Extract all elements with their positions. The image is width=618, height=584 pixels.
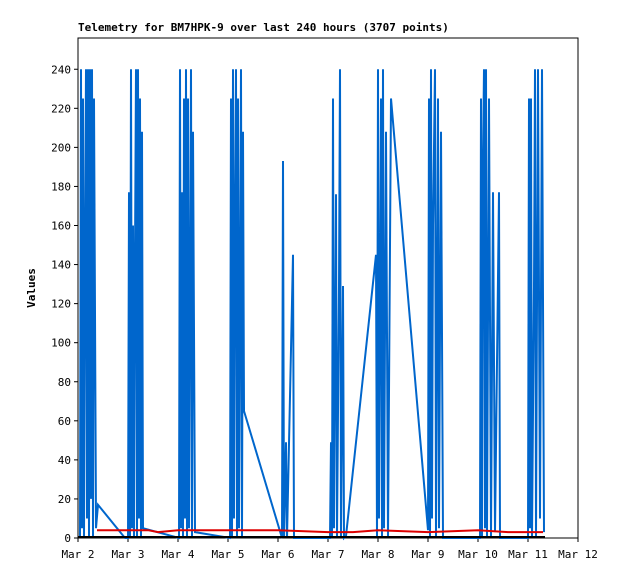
plot-frame [77,37,579,539]
x-tick-label: Mar 2 [61,548,94,561]
y-tick-label: 120 [51,298,71,311]
x-tick-label: Mar 11 [508,548,548,561]
y-axis-label: Values [25,268,38,308]
y-tick-label: 0 [64,532,71,545]
x-tick-label: Mar 6 [261,548,294,561]
y-tick-label: 200 [51,141,71,154]
x-tick-label: Mar 4 [161,548,194,561]
x-tick-label: Mar 12 [558,548,598,561]
x-tick-label: Mar 7 [311,548,344,561]
y-tick-label: 220 [51,102,71,115]
y-tick-label: 240 [51,63,71,76]
y-tick-label: 40 [58,454,71,467]
y-tick-label: 100 [51,337,71,350]
chart-title: Telemetry for BM7HPK-9 over last 240 hou… [78,21,449,34]
x-tick-label: Mar 8 [361,548,394,561]
series-line [79,69,545,541]
y-tick-label: 160 [51,220,71,233]
x-tick-label: Mar 9 [411,548,444,561]
x-tick-label: Mar 10 [458,548,498,561]
y-tick-label: 180 [51,180,71,193]
y-tick-label: 80 [58,376,71,389]
x-tick-label: Mar 3 [111,548,144,561]
x-tick-label: Mar 5 [211,548,244,561]
y-tick-label: 140 [51,259,71,272]
y-tick-label: 20 [58,493,71,506]
y-tick-label: 60 [58,415,71,428]
series-line [97,529,543,534]
